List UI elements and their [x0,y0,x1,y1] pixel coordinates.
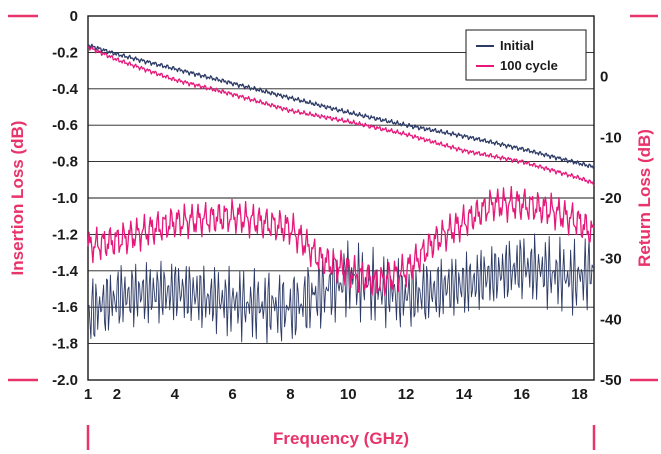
x-tick-label: 16 [513,386,530,403]
y-left-tick-label: -1.8 [52,336,78,353]
x-tick-label: 2 [113,386,121,403]
y-left-tick-label: -0.2 [52,44,78,61]
x-tick-label: 8 [286,386,294,403]
y-left-tick-label: -1.6 [52,299,78,316]
y-right-tick-label: -30 [600,251,622,268]
x-tick-label: 12 [398,386,415,403]
legend-box [465,29,587,81]
y-right-tick-label: -40 [600,311,622,328]
y-right-tick-labels: 0 -10 -20 -30 -40 -50 [600,69,622,389]
x-tick-label: 18 [571,386,588,403]
legend-label-initial: Initial [500,38,534,53]
y-axis-title-left: Insertion Loss (dB) [8,121,27,276]
series-line-initial-left [88,43,595,170]
y-axis-title-right: Return Loss (dB) [635,129,654,267]
x-tick-label: 10 [340,386,357,403]
y-left-tick-label: -2.0 [52,372,78,389]
x-tick-label: 4 [171,386,180,403]
series-line-100-cycle-left [87,45,595,186]
y-left-tick-labels: 0 -0.2 -0.4 -0.6 -0.8 -1.0 -1.2 -1.4 -1.6 -1.8 -2.… [52,8,79,389]
x-tick-labels: 1 2 4 6 8 10 12 14 16 18 [84,386,588,403]
series-line-initial-right [87,233,595,344]
x-tick-label: 6 [228,386,236,403]
y-left-tick-label: 0 [70,8,78,25]
x-axis-title: Frequency (GHz) [273,429,409,448]
y-left-tick-label: -1.4 [52,263,79,280]
legend-label-100-cycle: 100 cycle [500,58,558,73]
x-tick-label: 14 [456,386,473,403]
y-right-tick-label: -10 [600,129,622,146]
legend: Initial 100 cycle [465,29,587,81]
x-tick-label: 1 [84,386,92,403]
y-right-tick-label: -50 [600,372,622,389]
y-right-tick-label: -20 [600,190,622,207]
edge-markers [8,14,658,450]
y-left-tick-label: -0.6 [52,117,78,134]
y-right-tick-label: 0 [600,69,608,86]
y-left-tick-label: -0.8 [52,154,78,171]
y-left-tick-label: -0.4 [52,81,79,98]
y-left-tick-label: -1.0 [52,190,78,207]
y-left-tick-label: -1.2 [52,226,78,243]
series-line-100-cycle-right [87,185,595,297]
series-layer [87,43,595,344]
